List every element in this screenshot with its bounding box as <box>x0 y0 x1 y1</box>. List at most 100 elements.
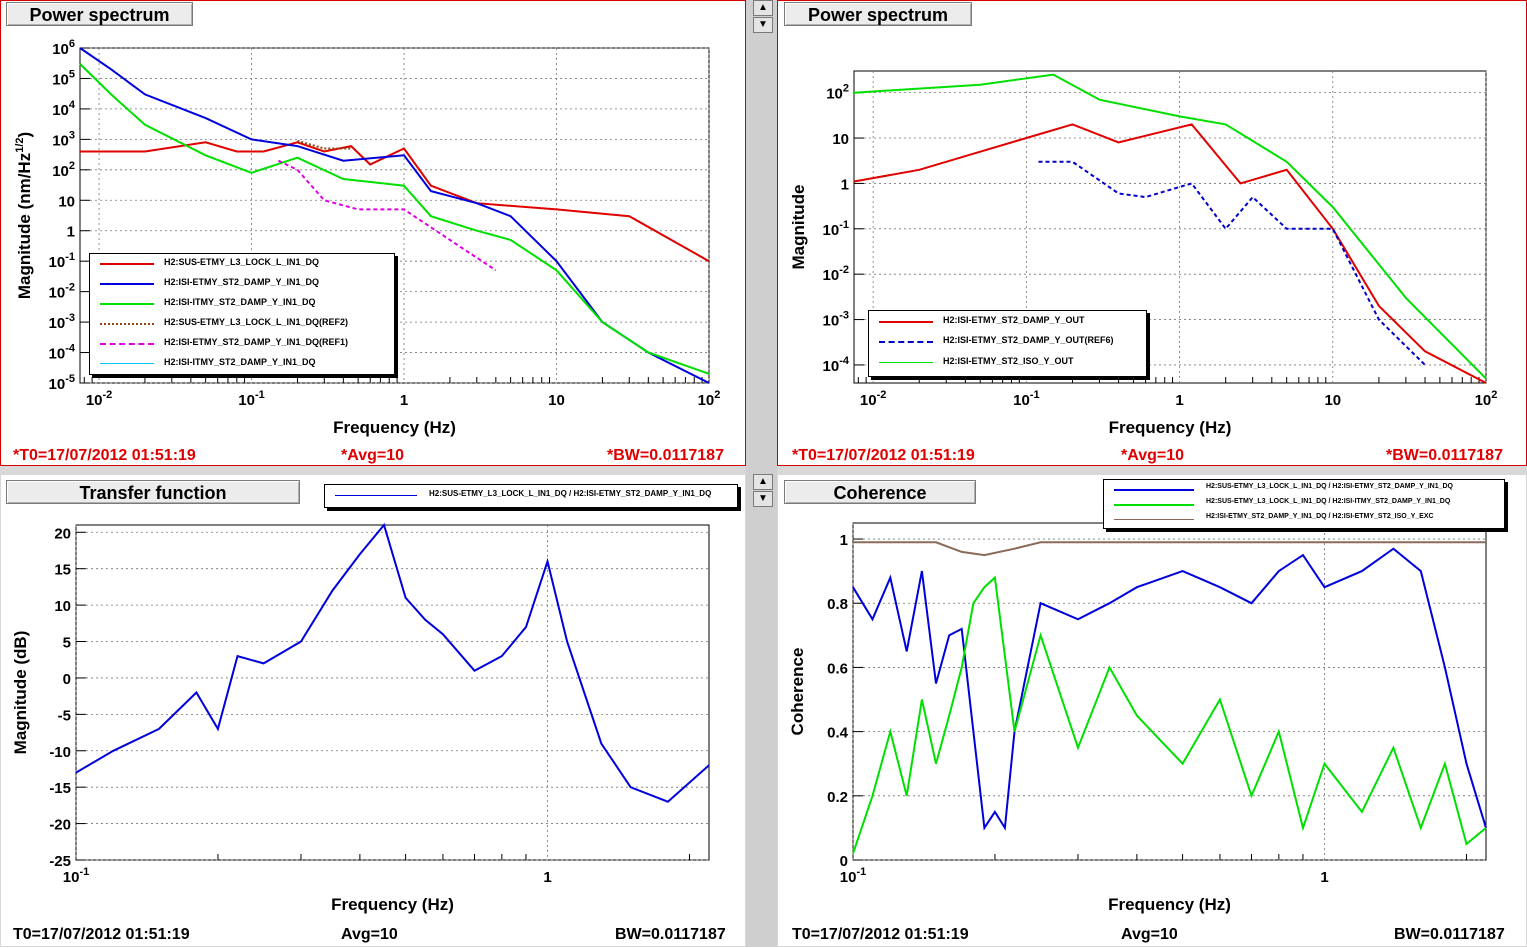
footer-t0: *T0=17/07/2012 01:51:19 <box>792 447 975 464</box>
y-tick-label: 10-2 <box>49 282 75 302</box>
series-line-3 <box>297 139 352 150</box>
coherence-panel[interactable]: Coherence 10-1 1 0 0.2 0.4 0.6 0.8 1 Frequency (… <box>777 474 1527 947</box>
y-tick-label: -5 <box>58 707 71 724</box>
y-tick-label: 10-3 <box>49 312 75 332</box>
panel-title: Coherence <box>784 480 976 504</box>
legend[interactable]: H2:SUS-ETMY_L3_LOCK_L_IN1_DQ / H2:ISI-ET… <box>324 484 738 508</box>
scroll-down-button-2[interactable]: ▼ <box>753 491 773 507</box>
series-line-1 <box>1038 160 1426 366</box>
x-tick-label: 10-1 <box>63 866 89 886</box>
legend-entry: H2:SUS-ETMY_L3_LOCK_L_IN1_DQ <box>90 254 394 274</box>
y-tick-label: 102 <box>52 160 75 180</box>
y-axis-label: Coherence <box>788 648 807 736</box>
legend[interactable]: H2:ISI-ETMY_ST2_DAMP_Y_OUT H2:ISI-ETMY_S… <box>868 310 1147 377</box>
legend-entry: H2:ISI-ITMY_ST2_DAMP_Y_IN1_DQ <box>90 294 394 314</box>
legend-swatch <box>100 343 154 345</box>
legend-swatch <box>879 341 933 343</box>
scroll-up-button[interactable]: ▲ <box>753 0 773 16</box>
transfer-function-panel[interactable]: Transfer function 10-1 1 -25 -20 -15 -10 -5 0 5 1… <box>0 474 746 947</box>
x-tick-label: 1 <box>1175 392 1183 409</box>
y-tick-label: 105 <box>52 68 75 88</box>
y-tick-label: -15 <box>49 780 71 797</box>
y-tick-label: 0.2 <box>827 789 848 806</box>
x-tick-label: 10 <box>1324 392 1341 409</box>
y-tick-label: -20 <box>49 817 71 834</box>
footer-t0: T0=17/07/2012 01:51:19 <box>13 926 190 943</box>
legend-label: H2:ISI-ETMY_ST2_DAMP_Y_OUT(REF6) <box>943 335 1114 345</box>
y-tick-label: 10-5 <box>49 373 75 393</box>
legend-label: H2:ISI-ETMY_ST2_DAMP_Y_IN1_DQ(REF1) <box>164 337 349 347</box>
legend-swatch <box>335 495 417 496</box>
footer-bw: BW=0.0117187 <box>1394 926 1505 943</box>
x-tick-label: 102 <box>1475 389 1498 409</box>
power-spectrum-panel-2[interactable]: Power spectrum 10-2 10-1 1 10 102 10-4 10-3 10-… <box>777 0 1527 466</box>
y-tick-label: 10-4 <box>49 343 76 363</box>
y-tick-label: -25 <box>49 853 71 870</box>
y-axis-label: Magnitude (nm/Hz1/2) <box>14 132 34 299</box>
series-line-2 <box>853 541 1486 557</box>
footer-t0: T0=17/07/2012 01:51:19 <box>792 926 969 943</box>
x-tick-label: 1 <box>1320 869 1328 886</box>
legend[interactable]: H2:SUS-ETMY_L3_LOCK_L_IN1_DQ / H2:ISI-ET… <box>1103 479 1505 529</box>
legend-label: H2:SUS-ETMY_L3_LOCK_L_IN1_DQ(REF2) <box>164 317 349 327</box>
panel-title: Transfer function <box>6 480 300 504</box>
legend[interactable]: H2:SUS-ETMY_L3_LOCK_L_IN1_DQ H2:ISI-ETMY… <box>89 253 395 375</box>
transfer-function-plot[interactable]: 10-1 1 -25 -20 -15 -10 -5 0 5 10 15 20 Frequency (Hz… <box>1 475 747 948</box>
legend-entry: H2:ISI-ETMY_ST2_DAMP_Y_IN1_DQ <box>90 274 394 294</box>
legend-entry: H2:SUS-ETMY_L3_LOCK_L_IN1_DQ / H2:ISI-ET… <box>325 486 737 506</box>
series-line-2 <box>79 63 710 375</box>
y-tick-label: 15 <box>54 562 71 579</box>
legend-swatch <box>100 323 154 325</box>
legend-entry: H2:ISI-ETMY_ST2_DAMP_Y_OUT(REF6) <box>869 332 1146 352</box>
y-tick-label: 20 <box>54 525 71 542</box>
x-axis-label: Frequency (Hz) <box>333 418 456 437</box>
legend-label: H2:SUS-ETMY_L3_LOCK_L_IN1_DQ / H2:ISI-IT… <box>1206 498 1451 505</box>
legend-entry: H2:ISI-ETMY_ST2_DAMP_Y_OUT <box>869 312 1146 332</box>
y-tick-label: -10 <box>49 744 71 761</box>
series-line-0 <box>80 141 710 263</box>
y-axis-label: Magnitude (dB) <box>11 631 30 755</box>
y-tick-label: 103 <box>52 129 75 149</box>
legend-label: H2:ISI-ETMY_ST2_DAMP_Y_IN1_DQ / H2:ISI-E… <box>1206 513 1434 520</box>
y-tick-label: 10-3 <box>823 310 849 330</box>
y-tick-label: 0 <box>840 853 848 870</box>
legend-entry: H2:ISI-ETMY_ST2_ISO_Y_OUT <box>869 353 1146 373</box>
footer-avg: Avg=10 <box>1121 926 1178 943</box>
legend-label: H2:ISI-ETMY_ST2_DAMP_Y_IN1_DQ <box>164 277 320 287</box>
legend-swatch <box>100 263 154 265</box>
legend-swatch <box>100 303 154 305</box>
series-line-0 <box>853 123 1487 384</box>
x-tick-label: 10-2 <box>860 389 886 409</box>
footer-avg: *Avg=10 <box>341 447 404 464</box>
power-spectrum-plot-1[interactable]: 10-2 10-1 1 10 102 10-5 10-4 10-3 10-2 10-1 1 10 102… <box>1 1 747 467</box>
plot-frame <box>75 524 710 861</box>
scroll-up-button-2[interactable]: ▲ <box>753 474 773 490</box>
x-tick-label: 10-1 <box>238 389 264 409</box>
legend-label: H2:SUS-ETMY_L3_LOCK_L_IN1_DQ / H2:ISI-ET… <box>1206 483 1454 490</box>
power-spectrum-panel-1[interactable]: Power spectrum 10-2 10-1 1 10 102 10-5 10-4 10-… <box>0 0 746 466</box>
x-axis-label: Frequency (Hz) <box>331 895 454 914</box>
y-tick-label: 10-1 <box>823 219 849 239</box>
y-tick-label: 1 <box>67 224 75 241</box>
vertical-scroll-gutter[interactable] <box>746 0 777 947</box>
x-tick-label: 10-1 <box>1013 389 1039 409</box>
legend-swatch <box>1114 504 1194 506</box>
x-tick-label: 10-1 <box>840 866 866 886</box>
series-line-1 <box>79 47 710 384</box>
x-tick-label: 10-2 <box>86 389 112 409</box>
legend-swatch <box>1114 489 1194 491</box>
y-tick-label: 10 <box>58 193 75 210</box>
legend-entry: H2:ISI-ETMY_ST2_DAMP_Y_IN1_DQ / H2:ISI-E… <box>1104 510 1504 530</box>
power-spectrum-plot-2[interactable]: 10-2 10-1 1 10 102 10-4 10-3 10-2 10-1 1 10 102 Freq… <box>778 1 1527 467</box>
y-tick-label: 104 <box>52 99 76 119</box>
footer-avg: *Avg=10 <box>1121 447 1184 464</box>
scroll-down-button[interactable]: ▼ <box>753 17 773 33</box>
y-axis-label: Magnitude <box>789 185 808 270</box>
x-axis-label: Frequency (Hz) <box>1109 418 1232 437</box>
y-tick-label: 10-1 <box>49 251 75 271</box>
legend-swatch <box>879 362 933 363</box>
x-tick-label: 10 <box>548 392 565 409</box>
y-tick-label: 10-4 <box>823 355 850 375</box>
x-tick-label: 1 <box>543 869 551 886</box>
